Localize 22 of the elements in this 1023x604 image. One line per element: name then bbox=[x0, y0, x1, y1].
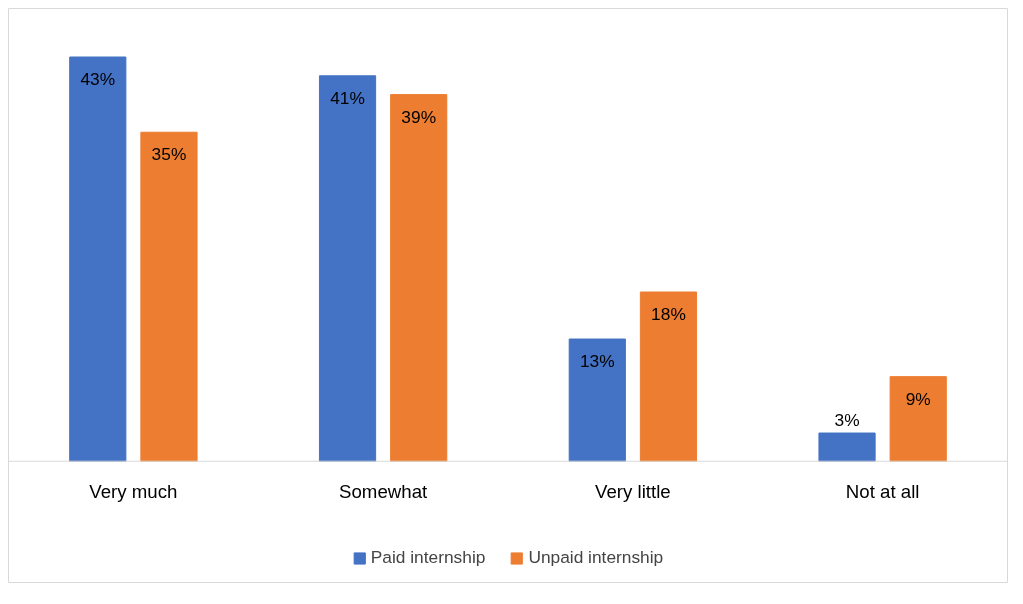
x-tick-label: Very much bbox=[89, 481, 178, 503]
legend-label: Unpaid internship bbox=[528, 547, 664, 568]
bar bbox=[390, 94, 448, 462]
x-tick-label: Somewhat bbox=[339, 481, 429, 503]
bar bbox=[318, 75, 377, 462]
data-label: 43% bbox=[80, 69, 116, 90]
x-tick-label: Not at all bbox=[845, 481, 920, 503]
data-label: 9% bbox=[905, 388, 931, 409]
legend-label: Paid internship bbox=[370, 547, 486, 568]
data-label: 41% bbox=[330, 87, 365, 108]
bar bbox=[818, 432, 876, 462]
bar bbox=[889, 376, 947, 462]
bar bbox=[140, 131, 198, 462]
data-label: 35% bbox=[151, 144, 187, 165]
x-tick-label: Very little bbox=[595, 481, 671, 503]
data-label: 13% bbox=[579, 351, 615, 372]
bar bbox=[568, 338, 626, 462]
data-label: 39% bbox=[401, 106, 437, 127]
bar bbox=[69, 56, 127, 462]
data-label: 18% bbox=[651, 304, 686, 325]
bar bbox=[639, 291, 698, 462]
data-label: 3% bbox=[834, 410, 860, 431]
